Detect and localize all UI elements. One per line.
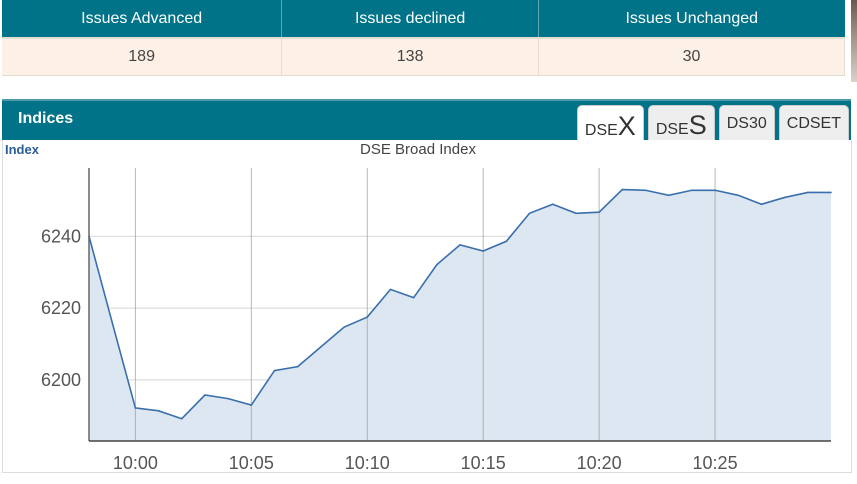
area-fill: [89, 189, 831, 441]
x-tick-label: 10:00: [113, 453, 158, 472]
data-point: [644, 189, 647, 192]
y-tick-label: 6220: [41, 298, 81, 318]
index-chart: Index DSE Broad Index 6200 6220 6240 10:00 1…: [2, 140, 852, 473]
data-point: [250, 404, 253, 406]
tab-dsex[interactable]: DSE X: [576, 105, 644, 143]
x-tick-label: 10:25: [693, 453, 738, 472]
data-point: [575, 212, 577, 215]
indices-header: Indices DSE X DSE S DS30 CDSET: [2, 99, 851, 143]
header-issues-declined: Issues declined: [281, 0, 539, 38]
data-point: [343, 326, 345, 328]
tab-label: DS30: [726, 115, 767, 132]
chart-title: DSE Broad Index: [360, 141, 476, 158]
x-tick-label: 10:10: [345, 453, 390, 472]
x-tick-label: 10:20: [577, 453, 622, 472]
tab-cdset[interactable]: CDSET: [778, 105, 849, 142]
data-point: [296, 365, 299, 368]
data-point: [807, 191, 809, 194]
y-tick-label: 6240: [41, 226, 81, 246]
data-point: [134, 407, 137, 409]
data-point: [157, 410, 160, 412]
issues-table: Issues Advanced Issues declined Issues U…: [2, 0, 845, 76]
data-point: [436, 263, 438, 266]
data-point: [783, 196, 786, 199]
value-issues-declined: 138: [281, 37, 539, 76]
data-point: [180, 417, 183, 420]
tab-label: DSE: [584, 122, 618, 139]
header-issues-unchanged: Issues Unchanged: [538, 0, 845, 38]
x-tick-label: 10:15: [461, 453, 506, 472]
value-issues-advanced: 189: [2, 37, 283, 76]
tab-ds30[interactable]: DS30: [718, 105, 775, 142]
side-image-edge: [851, 0, 857, 82]
data-point: [621, 188, 624, 191]
data-point: [598, 211, 600, 213]
y-axis-label: Index: [5, 142, 39, 157]
data-point: [111, 321, 113, 324]
data-point: [737, 194, 740, 197]
x-tick-label: 10:05: [229, 453, 274, 472]
data-point: [320, 346, 322, 348]
data-point: [412, 296, 415, 299]
data-point: [528, 212, 531, 215]
data-point: [760, 203, 763, 206]
data-point: [691, 189, 693, 192]
data-point: [204, 394, 206, 396]
index-tabs: DSE X DSE S DS30 CDSET: [576, 105, 849, 143]
tab-label: CDSET: [786, 115, 841, 132]
data-point: [505, 240, 508, 243]
data-point: [389, 288, 392, 291]
data-point: [830, 191, 832, 194]
data-point: [482, 250, 484, 252]
indices-title: Indices: [18, 110, 74, 127]
data-point: [714, 189, 716, 192]
data-point: [227, 397, 229, 400]
data-point: [667, 194, 670, 197]
tab-label-big: S: [688, 110, 707, 140]
data-point: [273, 369, 276, 372]
tab-label: DSE: [655, 121, 689, 138]
header-issues-advanced: Issues Advanced: [2, 0, 283, 38]
data-point: [366, 316, 369, 318]
chart-svg: 6200 6220 6240 10:00 10:05 10:10 10:15 10:20 10:…: [41, 168, 832, 472]
data-point: [459, 244, 461, 246]
y-tick-label: 6200: [41, 370, 81, 390]
tab-dses[interactable]: DSE S: [647, 105, 715, 142]
tab-label-big: X: [617, 111, 636, 141]
data-point: [551, 203, 554, 206]
value-issues-unchanged: 30: [538, 37, 845, 76]
